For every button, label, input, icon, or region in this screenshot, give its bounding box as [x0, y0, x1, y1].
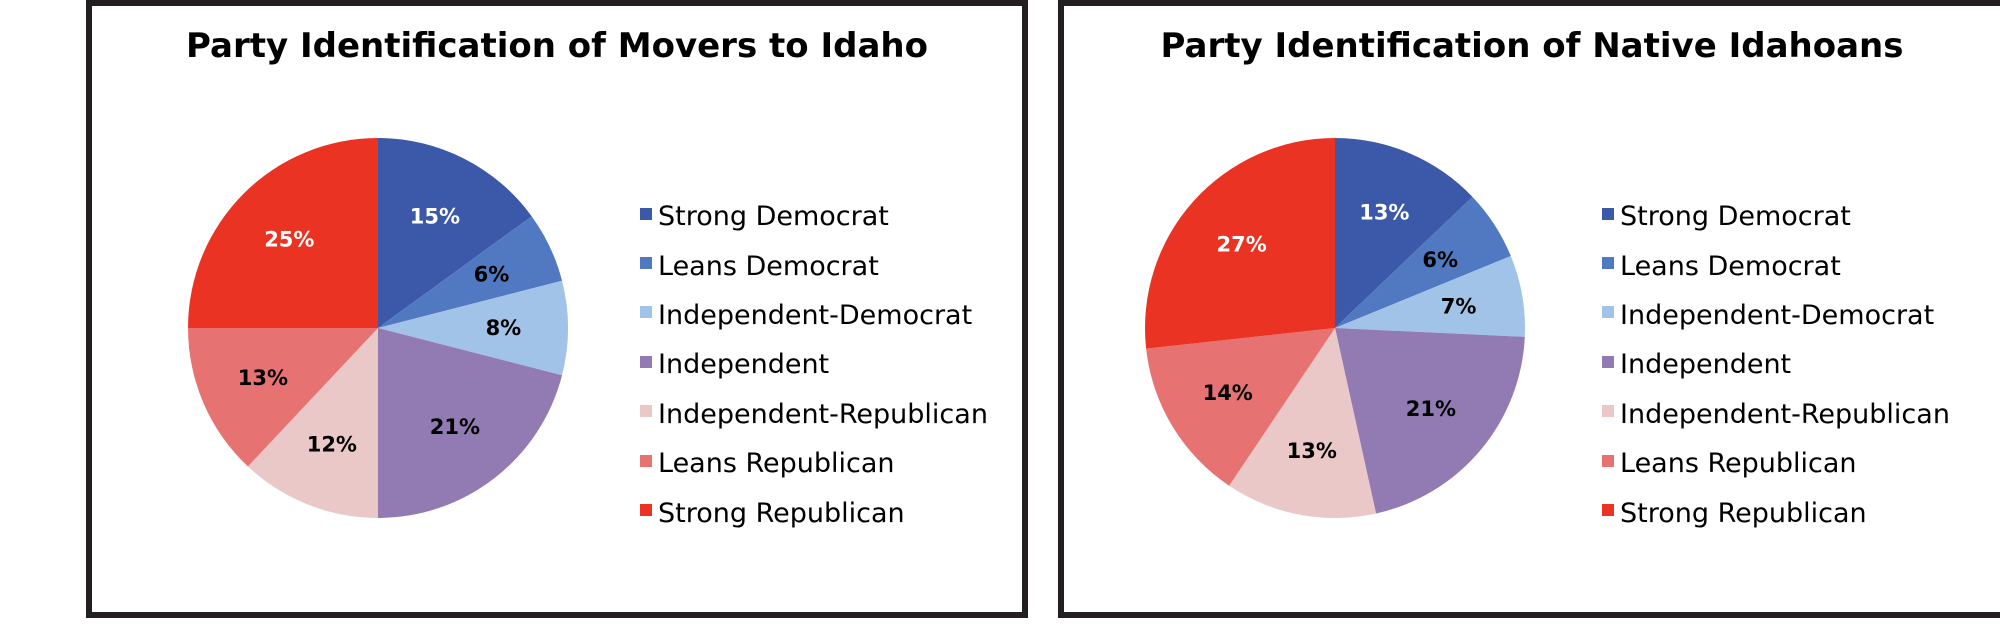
pie-slice-independent-republican: [247, 328, 378, 518]
slice-label: 12%: [307, 433, 357, 457]
pie-slice-strong-republican: [1145, 138, 1335, 349]
legend-item: Leans Republican: [1602, 439, 1950, 488]
legend-swatch: [640, 405, 652, 418]
legend-swatch: [1602, 355, 1614, 368]
legend-swatch: [640, 454, 652, 467]
legend-swatch: [640, 306, 652, 319]
pie-slice-independent-republican: [1229, 328, 1377, 518]
legend-swatch: [1602, 504, 1614, 517]
legend-item: Independent: [640, 340, 988, 389]
pie-slice-leans-democrat: [1335, 196, 1511, 328]
pie-chart: 15% 6% 8% 21% 12% 13% 25%: [188, 138, 568, 518]
pie-slice-leans-republican: [188, 328, 378, 467]
chart-panel-movers: Party Identification of Movers to Idaho …: [86, 0, 1028, 618]
legend-swatch: [640, 504, 652, 517]
legend-item: Strong Democrat: [1602, 192, 1950, 241]
slice-label: 25%: [264, 227, 314, 251]
pie-slice-independent: [378, 328, 563, 518]
legend-label: Leans Democrat: [1620, 250, 1841, 282]
pie-slice-strong-democrat: [1335, 138, 1473, 328]
legend-item: Independent-Republican: [640, 390, 988, 439]
legend-label: Independent-Republican: [1620, 398, 1950, 430]
legend-label: Strong Republican: [1620, 497, 1867, 529]
legend-label: Independent: [1620, 349, 1792, 381]
legend-label: Leans Democrat: [658, 250, 879, 282]
legend-item: Strong Democrat: [640, 192, 988, 241]
legend-label: Independent-Democrat: [658, 299, 973, 331]
legend-label: Strong Democrat: [1620, 201, 1851, 233]
slice-label: 6%: [1422, 248, 1458, 272]
slice-label: 14%: [1203, 381, 1253, 405]
legend-item: Independent: [1602, 340, 1950, 389]
slice-label: 21%: [1406, 397, 1456, 421]
legend-item: Strong Republican: [1602, 488, 1950, 537]
legend-item: Independent-Democrat: [1602, 291, 1950, 340]
slice-label: 13%: [1359, 201, 1409, 225]
slice-label: 27%: [1217, 232, 1267, 256]
legend-label: Independent-Republican: [658, 398, 988, 430]
slice-label: 7%: [1441, 295, 1477, 319]
pie-slice-strong-republican: [188, 138, 378, 328]
legend-swatch: [1602, 306, 1614, 319]
legend-swatch: [1602, 405, 1614, 418]
legend-item: Leans Republican: [640, 439, 988, 488]
legend-swatch: [1602, 207, 1614, 220]
legend-label: Leans Republican: [1620, 448, 1857, 480]
legend-swatch: [1602, 257, 1614, 270]
legend: Strong Democrat Leans Democrat Independent…: [640, 192, 988, 538]
legend-label: Strong Democrat: [658, 201, 889, 233]
pie-slice-leans-republican: [1146, 328, 1335, 486]
slice-label: 13%: [1287, 439, 1337, 463]
slice-label: 13%: [238, 366, 288, 390]
slice-label: 8%: [486, 316, 522, 340]
slice-label: 15%: [410, 204, 460, 228]
legend-item: Independent-Republican: [1602, 390, 1950, 439]
legend-label: Independent: [658, 349, 830, 381]
pie-slice-strong-democrat: [378, 138, 532, 328]
legend-swatch: [640, 207, 652, 220]
pie-slice-independent: [1335, 328, 1525, 514]
legend-label: Independent-Democrat: [1620, 299, 1935, 331]
legend-item: Leans Democrat: [640, 241, 988, 290]
legend-item: Leans Democrat: [1602, 241, 1950, 290]
legend-swatch: [1602, 454, 1614, 467]
legend-item: Independent-Democrat: [640, 291, 988, 340]
chart-title: Party Identification of Movers to Idaho: [186, 26, 928, 66]
pie-slice-leans-democrat: [378, 216, 563, 328]
legend-label: Leans Republican: [658, 448, 895, 480]
slice-label: 21%: [430, 415, 480, 439]
chart-panel-natives: Party Identification of Native Idahoans …: [1058, 0, 2000, 618]
legend-swatch: [640, 355, 652, 368]
legend-swatch: [640, 257, 652, 270]
legend-item: Strong Republican: [640, 488, 988, 537]
pie-chart: 13% 6% 7% 21% 13% 14% 27%: [1145, 138, 1525, 518]
chart-title: Party Identification of Native Idahoans: [1160, 26, 1904, 66]
pie-slice-independent-democrat: [378, 280, 568, 376]
legend: Strong Democrat Leans Democrat Independent…: [1602, 192, 1950, 538]
pie-slice-independent-democrat: [1335, 255, 1525, 337]
slice-label: 6%: [474, 263, 510, 287]
legend-label: Strong Republican: [658, 497, 905, 529]
